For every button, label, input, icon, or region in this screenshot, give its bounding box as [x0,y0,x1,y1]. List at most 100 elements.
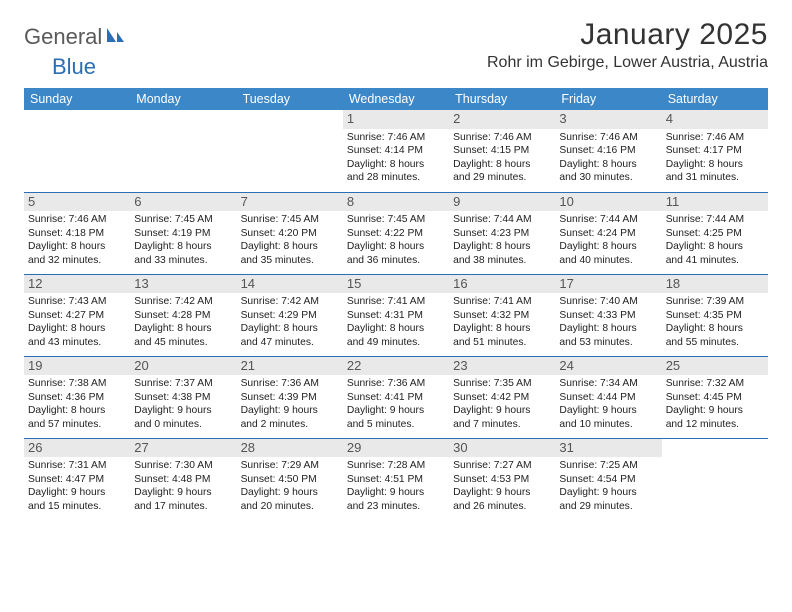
day-cell: 25Sunrise: 7:32 AMSunset: 4:45 PMDayligh… [662,356,768,438]
sunset-line: Sunset: 4:27 PM [28,309,126,322]
daylight-line-2: and 29 minutes. [453,171,551,184]
day-cell [130,110,236,192]
day-header: Thursday [449,88,555,110]
sunset-line: Sunset: 4:16 PM [559,144,657,157]
day-number: 24 [555,357,661,376]
sunrise-line: Sunrise: 7:45 AM [134,213,232,226]
day-number: 10 [555,193,661,212]
daylight-line-1: Daylight: 8 hours [241,322,339,335]
daylight-line-2: and 15 minutes. [28,500,126,513]
sunrise-line: Sunrise: 7:46 AM [347,131,445,144]
sunset-line: Sunset: 4:50 PM [241,473,339,486]
day-number: 29 [343,439,449,458]
daylight-line-1: Daylight: 9 hours [134,486,232,499]
sunrise-line: Sunrise: 7:36 AM [347,377,445,390]
daylight-line-2: and 35 minutes. [241,254,339,267]
day-cell: 1Sunrise: 7:46 AMSunset: 4:14 PMDaylight… [343,110,449,192]
day-cell: 26Sunrise: 7:31 AMSunset: 4:47 PMDayligh… [24,438,130,520]
daylight-line-2: and 17 minutes. [134,500,232,513]
day-cell: 2Sunrise: 7:46 AMSunset: 4:15 PMDaylight… [449,110,555,192]
day-number: 21 [237,357,343,376]
daylight-line-1: Daylight: 8 hours [347,322,445,335]
day-number: 31 [555,439,661,458]
month-title: January 2025 [487,18,768,52]
day-cell: 5Sunrise: 7:46 AMSunset: 4:18 PMDaylight… [24,192,130,274]
daylight-line-2: and 43 minutes. [28,336,126,349]
sunrise-line: Sunrise: 7:38 AM [28,377,126,390]
sunrise-line: Sunrise: 7:25 AM [559,459,657,472]
day-cell: 24Sunrise: 7:34 AMSunset: 4:44 PMDayligh… [555,356,661,438]
day-number: 30 [449,439,555,458]
sunrise-line: Sunrise: 7:31 AM [28,459,126,472]
day-cell [237,110,343,192]
sunset-line: Sunset: 4:18 PM [28,227,126,240]
logo-sail-icon [105,26,125,49]
daylight-line-1: Daylight: 8 hours [347,240,445,253]
day-cell: 11Sunrise: 7:44 AMSunset: 4:25 PMDayligh… [662,192,768,274]
sunrise-line: Sunrise: 7:40 AM [559,295,657,308]
day-number: 7 [237,193,343,212]
week-row: 19Sunrise: 7:38 AMSunset: 4:36 PMDayligh… [24,356,768,438]
day-cell: 12Sunrise: 7:43 AMSunset: 4:27 PMDayligh… [24,274,130,356]
day-header: Friday [555,88,661,110]
day-number: 23 [449,357,555,376]
day-cell: 31Sunrise: 7:25 AMSunset: 4:54 PMDayligh… [555,438,661,520]
sunset-line: Sunset: 4:31 PM [347,309,445,322]
day-cell: 17Sunrise: 7:40 AMSunset: 4:33 PMDayligh… [555,274,661,356]
day-cell: 30Sunrise: 7:27 AMSunset: 4:53 PMDayligh… [449,438,555,520]
week-row: 1Sunrise: 7:46 AMSunset: 4:14 PMDaylight… [24,110,768,192]
day-number: 26 [24,439,130,458]
day-cell: 13Sunrise: 7:42 AMSunset: 4:28 PMDayligh… [130,274,236,356]
daylight-line-1: Daylight: 8 hours [559,240,657,253]
day-number: 25 [662,357,768,376]
day-number: 11 [662,193,768,212]
daylight-line-2: and 47 minutes. [241,336,339,349]
daylight-line-2: and 30 minutes. [559,171,657,184]
daylight-line-2: and 55 minutes. [666,336,764,349]
daylight-line-1: Daylight: 9 hours [134,404,232,417]
sunset-line: Sunset: 4:24 PM [559,227,657,240]
day-number: 9 [449,193,555,212]
daylight-line-2: and 51 minutes. [453,336,551,349]
daylight-line-2: and 2 minutes. [241,418,339,431]
sunset-line: Sunset: 4:25 PM [666,227,764,240]
daylight-line-2: and 23 minutes. [347,500,445,513]
daylight-line-1: Daylight: 8 hours [134,322,232,335]
sunrise-line: Sunrise: 7:30 AM [134,459,232,472]
day-cell: 9Sunrise: 7:44 AMSunset: 4:23 PMDaylight… [449,192,555,274]
day-cell: 18Sunrise: 7:39 AMSunset: 4:35 PMDayligh… [662,274,768,356]
daylight-line-1: Daylight: 9 hours [666,404,764,417]
daylight-line-1: Daylight: 8 hours [347,158,445,171]
sunrise-line: Sunrise: 7:41 AM [347,295,445,308]
day-cell: 22Sunrise: 7:36 AMSunset: 4:41 PMDayligh… [343,356,449,438]
day-number: 6 [130,193,236,212]
calendar-head: SundayMondayTuesdayWednesdayThursdayFrid… [24,88,768,110]
daylight-line-1: Daylight: 8 hours [453,240,551,253]
sunset-line: Sunset: 4:33 PM [559,309,657,322]
daylight-line-1: Daylight: 8 hours [28,240,126,253]
daylight-line-1: Daylight: 9 hours [28,486,126,499]
day-header: Wednesday [343,88,449,110]
day-number: 4 [662,110,768,129]
day-cell: 28Sunrise: 7:29 AMSunset: 4:50 PMDayligh… [237,438,343,520]
sunset-line: Sunset: 4:45 PM [666,391,764,404]
day-cell: 7Sunrise: 7:45 AMSunset: 4:20 PMDaylight… [237,192,343,274]
sunrise-line: Sunrise: 7:43 AM [28,295,126,308]
sunrise-line: Sunrise: 7:46 AM [28,213,126,226]
sunset-line: Sunset: 4:42 PM [453,391,551,404]
daylight-line-1: Daylight: 9 hours [453,486,551,499]
day-cell: 19Sunrise: 7:38 AMSunset: 4:36 PMDayligh… [24,356,130,438]
daylight-line-2: and 7 minutes. [453,418,551,431]
daylight-line-1: Daylight: 9 hours [453,404,551,417]
sunrise-line: Sunrise: 7:44 AM [559,213,657,226]
daylight-line-2: and 57 minutes. [28,418,126,431]
sunset-line: Sunset: 4:17 PM [666,144,764,157]
sunrise-line: Sunrise: 7:46 AM [666,131,764,144]
sunrise-line: Sunrise: 7:46 AM [453,131,551,144]
day-number: 1 [343,110,449,129]
sunrise-line: Sunrise: 7:45 AM [347,213,445,226]
location: Rohr im Gebirge, Lower Austria, Austria [487,54,768,72]
daylight-line-2: and 5 minutes. [347,418,445,431]
daylight-line-2: and 53 minutes. [559,336,657,349]
day-number: 15 [343,275,449,294]
